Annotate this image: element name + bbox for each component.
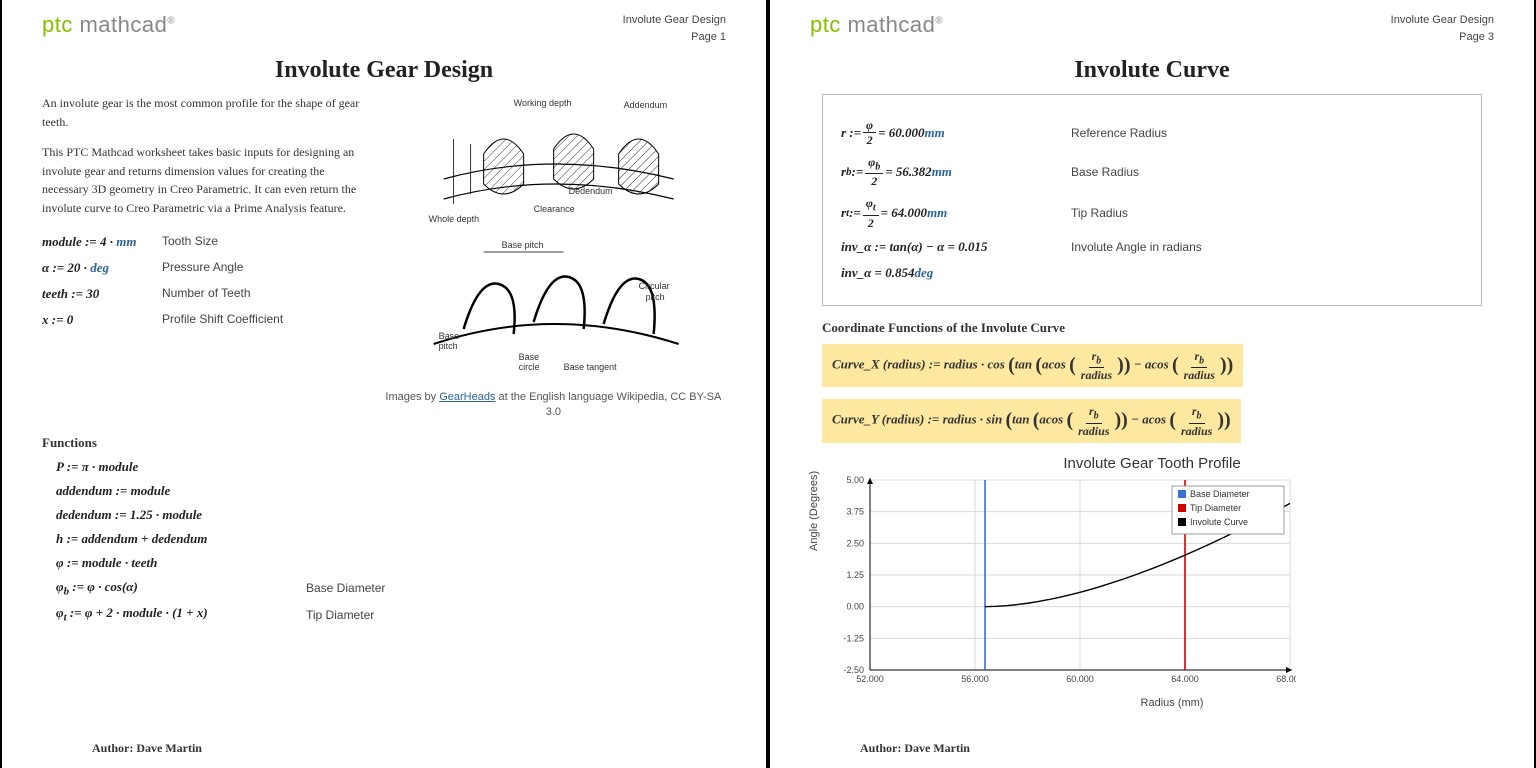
- svg-text:3.75: 3.75: [846, 506, 864, 516]
- chart-xlabel: Radius (mm): [862, 697, 1482, 709]
- param-desc: Tooth Size: [162, 234, 218, 248]
- page-title: Involute Gear Design: [42, 57, 726, 84]
- param-row: α := 20 · degPressure Angle: [42, 260, 361, 276]
- svg-text:60.000: 60.000: [1066, 674, 1094, 684]
- function-desc: Tip Diameter: [306, 608, 374, 622]
- param-desc: Number of Teeth: [162, 286, 251, 300]
- function-math: h := addendum + dedendum: [56, 531, 306, 547]
- function-row: P := π · module: [56, 459, 726, 475]
- involute-params-box: r := φ2 = 60.000 mmReference Radius rb :=…: [822, 94, 1482, 306]
- chart-title: Involute Gear Tooth Profile: [810, 455, 1494, 472]
- params-list: module := 4 · mmTooth Sizeα := 20 · degP…: [42, 234, 361, 328]
- functions-heading: Functions: [42, 435, 726, 451]
- ic-row: rt := φt2 = 64.000 mmTip Radius: [841, 197, 1463, 228]
- svg-text:Whole depth: Whole depth: [428, 214, 479, 224]
- page-title: Involute Curve: [810, 57, 1494, 84]
- svg-text:Circular: Circular: [638, 281, 669, 291]
- page-3: ptc mathcad® Involute Gear Design Page 3…: [768, 0, 1536, 768]
- function-row: φt := φ + 2 · module · (1 + x)Tip Diamet…: [56, 605, 726, 624]
- function-math: φt := φ + 2 · module · (1 + x): [56, 605, 306, 624]
- function-row: φ := module · teeth: [56, 555, 726, 571]
- page-1: ptc mathcad® Involute Gear Design Page 1…: [0, 0, 768, 768]
- functions-list: P := π · module addendum := module dedendu…: [42, 459, 726, 624]
- svg-text:52.000: 52.000: [856, 674, 884, 684]
- svg-text:Clearance: Clearance: [533, 204, 574, 214]
- param-math: module := 4 · mm: [42, 234, 162, 250]
- function-math: dedendum := 1.25 · module: [56, 507, 306, 523]
- page-header: ptc mathcad® Involute Gear Design Page 3: [810, 12, 1494, 45]
- svg-text:1.25: 1.25: [846, 570, 864, 580]
- doc-title: Involute Gear Design: [1391, 12, 1494, 29]
- svg-text:Base: Base: [438, 331, 459, 341]
- param-row: teeth := 30Number of Teeth: [42, 286, 361, 302]
- svg-text:Tip Diameter: Tip Diameter: [1190, 503, 1241, 513]
- header-right: Involute Gear Design Page 3: [1391, 12, 1494, 45]
- function-math: addendum := module: [56, 483, 306, 499]
- svg-text:Base pitch: Base pitch: [501, 240, 543, 250]
- doc-title: Involute Gear Design: [623, 12, 726, 29]
- param-row: x := 0Profile Shift Coefficient: [42, 312, 361, 328]
- image-caption: Images by GearHeads at the English langu…: [381, 390, 726, 421]
- logo-mathcad: mathcad: [79, 12, 167, 37]
- chart-svg: 52.000 56.000 60.000 64.000 68.000 -2.50 -1.25…: [822, 474, 1296, 690]
- svg-text:2.50: 2.50: [846, 538, 864, 548]
- svg-text:circle: circle: [518, 362, 539, 372]
- logo: ptc mathcad®: [810, 12, 943, 38]
- svg-text:Working depth: Working depth: [513, 98, 571, 108]
- svg-text:64.000: 64.000: [1171, 674, 1199, 684]
- svg-text:Base tangent: Base tangent: [563, 362, 617, 372]
- param-math: teeth := 30: [42, 286, 162, 302]
- svg-text:pitch: pitch: [438, 341, 457, 351]
- logo-ptc: ptc: [42, 12, 73, 37]
- param-row: module := 4 · mmTooth Size: [42, 234, 361, 250]
- page-number: Page 3: [1391, 29, 1494, 46]
- svg-text:0.00: 0.00: [846, 601, 864, 611]
- param-math: α := 20 · deg: [42, 260, 162, 276]
- svg-text:-2.50: -2.50: [843, 665, 864, 675]
- intro-1: An involute gear is the most common prof…: [42, 94, 361, 131]
- function-row: h := addendum + dedendum: [56, 531, 726, 547]
- coord-heading: Coordinate Functions of the Involute Cur…: [822, 320, 1494, 336]
- svg-text:Involute Curve: Involute Curve: [1190, 517, 1248, 527]
- ic-row: rb := φb2 = 56.382 mmBase Radius: [841, 156, 1463, 187]
- svg-text:56.000: 56.000: [961, 674, 989, 684]
- gear-diagram-2: Base pitch Circular pitch Base pitch Bas…: [381, 234, 726, 384]
- curve-y-formula: Curve_Y (radius) := radius · sin (tan (a…: [822, 399, 1241, 442]
- svg-text:Addendum: Addendum: [623, 100, 667, 110]
- svg-text:pitch: pitch: [645, 292, 664, 302]
- page-header: ptc mathcad® Involute Gear Design Page 1: [42, 12, 726, 45]
- function-math: φb := φ · cos(α): [56, 579, 306, 598]
- involute-chart: Angle (Degrees) 52.00056.00060.00064.000…: [822, 474, 1482, 709]
- param-desc: Pressure Angle: [162, 260, 243, 274]
- curve-x-formula: Curve_X (radius) := radius · cos (tan (a…: [822, 344, 1243, 387]
- ic-row: r := φ2 = 60.000 mmReference Radius: [841, 119, 1463, 146]
- header-right: Involute Gear Design Page 1: [623, 12, 726, 45]
- svg-text:68.000: 68.000: [1276, 674, 1296, 684]
- page-number: Page 1: [623, 29, 726, 46]
- function-row: addendum := module: [56, 483, 726, 499]
- logo: ptc mathcad®: [42, 12, 175, 38]
- intro-2: This PTC Mathcad worksheet takes basic i…: [42, 143, 361, 217]
- function-math: P := π · module: [56, 459, 306, 475]
- author: Author: Dave Martin: [860, 741, 970, 756]
- function-math: φ := module · teeth: [56, 555, 306, 571]
- gearheads-link[interactable]: GearHeads: [439, 391, 495, 403]
- svg-text:Dedendum: Dedendum: [568, 186, 612, 196]
- function-desc: Base Diameter: [306, 581, 385, 595]
- param-desc: Profile Shift Coefficient: [162, 312, 283, 326]
- gear-diagram-1: Working depth Addendum Dedendum Clearanc…: [381, 94, 726, 224]
- author: Author: Dave Martin: [92, 741, 202, 756]
- svg-text:-1.25: -1.25: [843, 633, 864, 643]
- function-row: dedendum := 1.25 · module: [56, 507, 726, 523]
- function-row: φb := φ · cos(α)Base Diameter: [56, 579, 726, 598]
- svg-text:5.00: 5.00: [846, 475, 864, 485]
- chart-ylabel: Angle (Degrees): [808, 471, 820, 551]
- svg-text:Base Diameter: Base Diameter: [1190, 489, 1250, 499]
- svg-text:Base: Base: [518, 352, 539, 362]
- param-math: x := 0: [42, 312, 162, 328]
